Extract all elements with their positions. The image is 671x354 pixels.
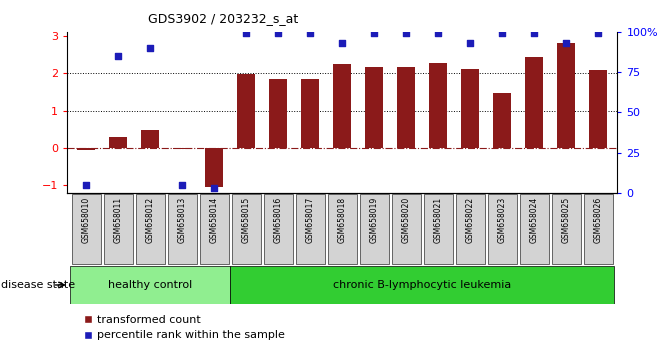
Legend: transformed count, percentile rank within the sample: transformed count, percentile rank withi… <box>79 310 289 345</box>
Text: GSM658010: GSM658010 <box>82 196 91 243</box>
Text: GSM658017: GSM658017 <box>306 196 315 243</box>
Point <box>305 31 315 36</box>
Text: GSM658019: GSM658019 <box>370 196 378 243</box>
FancyBboxPatch shape <box>72 194 101 264</box>
FancyBboxPatch shape <box>520 194 549 264</box>
FancyBboxPatch shape <box>104 194 133 264</box>
Point <box>497 31 507 36</box>
Bar <box>558 43 575 148</box>
FancyBboxPatch shape <box>136 194 164 264</box>
FancyBboxPatch shape <box>328 194 356 264</box>
Bar <box>366 68 383 148</box>
FancyBboxPatch shape <box>360 194 389 264</box>
Point <box>177 182 188 188</box>
Text: GSM658024: GSM658024 <box>529 196 539 243</box>
FancyBboxPatch shape <box>264 194 293 264</box>
Bar <box>397 68 415 148</box>
Text: GSM658013: GSM658013 <box>178 196 187 243</box>
Point <box>113 53 123 59</box>
Point <box>465 40 476 46</box>
Point <box>401 31 411 36</box>
Point <box>592 31 603 36</box>
Point <box>369 31 380 36</box>
Text: GSM658020: GSM658020 <box>402 196 411 243</box>
Text: GSM658012: GSM658012 <box>146 196 155 243</box>
Point <box>209 185 219 191</box>
Point <box>81 182 92 188</box>
FancyBboxPatch shape <box>168 194 197 264</box>
Bar <box>493 92 511 148</box>
Text: GSM658021: GSM658021 <box>433 196 443 243</box>
Text: GSM658018: GSM658018 <box>338 196 347 243</box>
Point <box>561 40 572 46</box>
Bar <box>301 79 319 148</box>
Bar <box>77 148 95 150</box>
FancyBboxPatch shape <box>70 266 230 304</box>
FancyBboxPatch shape <box>296 194 325 264</box>
Text: GSM658011: GSM658011 <box>114 196 123 243</box>
Bar <box>238 74 255 148</box>
Bar <box>429 63 447 148</box>
Text: GSM658014: GSM658014 <box>210 196 219 243</box>
FancyBboxPatch shape <box>456 194 484 264</box>
Bar <box>525 57 543 148</box>
Text: GSM658023: GSM658023 <box>498 196 507 243</box>
Point <box>241 31 252 36</box>
Text: disease state: disease state <box>1 280 75 290</box>
FancyBboxPatch shape <box>230 266 614 304</box>
Point <box>529 31 539 36</box>
Bar <box>462 69 479 148</box>
Bar <box>142 130 159 148</box>
FancyBboxPatch shape <box>232 194 260 264</box>
Bar <box>270 79 287 148</box>
Bar <box>174 148 191 149</box>
FancyBboxPatch shape <box>392 194 421 264</box>
Text: GDS3902 / 203232_s_at: GDS3902 / 203232_s_at <box>148 12 298 25</box>
FancyBboxPatch shape <box>200 194 229 264</box>
FancyBboxPatch shape <box>584 194 613 264</box>
Text: healthy control: healthy control <box>108 280 193 290</box>
Bar <box>589 70 607 148</box>
Bar <box>205 148 223 187</box>
Text: GSM658022: GSM658022 <box>466 196 474 243</box>
FancyBboxPatch shape <box>488 194 517 264</box>
FancyBboxPatch shape <box>552 194 580 264</box>
Point <box>337 40 348 46</box>
Point <box>145 45 156 51</box>
Text: GSM658025: GSM658025 <box>562 196 570 243</box>
Text: GSM658016: GSM658016 <box>274 196 282 243</box>
Point <box>433 31 444 36</box>
FancyBboxPatch shape <box>424 194 452 264</box>
Bar <box>109 137 127 148</box>
Text: GSM658026: GSM658026 <box>594 196 603 243</box>
Point <box>273 31 284 36</box>
Bar <box>333 64 351 148</box>
Text: chronic B-lymphocytic leukemia: chronic B-lymphocytic leukemia <box>333 280 511 290</box>
Text: GSM658015: GSM658015 <box>242 196 251 243</box>
